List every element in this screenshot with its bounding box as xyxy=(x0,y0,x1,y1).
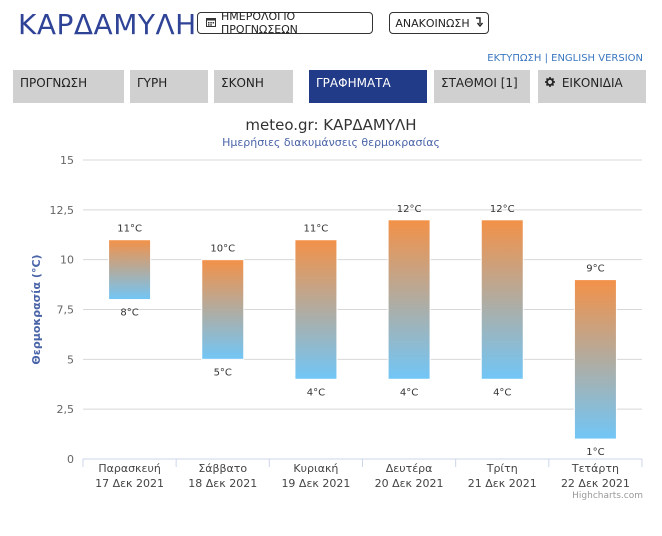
arrow-down-icon xyxy=(475,16,483,30)
high-temp-label: 10°C xyxy=(210,244,235,255)
low-temp-label: 4°C xyxy=(400,387,418,398)
y-axis-title: Θερμοκρασία (°C) xyxy=(30,254,43,364)
x-tick-label: Κυριακή xyxy=(293,462,338,475)
tab-label: ΠΡΟΓΝΩΣΗ xyxy=(20,76,88,90)
low-temp-label: 5°C xyxy=(214,367,232,378)
tab-charts[interactable]: ΓΡΑΦΗΜΑΤΑ xyxy=(309,70,427,103)
announcement-button-label: ΑΝΑΚΟΙΝΩΣΗ xyxy=(395,16,470,30)
tab-label: ΣΤΑΘΜΟΙ [1] xyxy=(441,76,518,90)
chart-title: meteo.gr: ΚΑΡΔΑΜΥΛΗ xyxy=(245,116,416,134)
page-title: ΚΑΡΔΑΜΥΛΗ xyxy=(18,8,197,41)
x-tick-label-date: 17 Δεκ 2021 xyxy=(95,477,164,490)
link-separator: | xyxy=(541,53,552,64)
tab-label: ΓΥΡΗ xyxy=(137,76,168,90)
tab-forecast[interactable]: ΠΡΟΓΝΩΣΗ xyxy=(13,70,124,103)
y-tick-label: 15 xyxy=(60,154,74,167)
x-tick-label-date: 21 Δεκ 2021 xyxy=(468,477,537,490)
calendar-button-label: ΗΜΕΡΟΛΟΓΙΟ ΠΡΟΓΝΩΣΕΩΝ xyxy=(221,10,298,36)
tab-pollen[interactable]: ΓΥΡΗ xyxy=(130,70,208,103)
tab-label: ΓΡΑΦΗΜΑΤΑ xyxy=(316,76,391,90)
temperature-range-bar[interactable] xyxy=(294,239,338,380)
y-tick-label: 5 xyxy=(67,353,74,366)
high-temp-label: 9°C xyxy=(586,264,604,275)
x-tick-label-date: 18 Δεκ 2021 xyxy=(188,477,257,490)
high-temp-label: 12°C xyxy=(490,204,515,215)
calendar-button[interactable]: ΗΜΕΡΟΛΟΓΙΟ ΠΡΟΓΝΩΣΕΩΝ xyxy=(197,10,373,36)
announcement-button[interactable]: ΑΝΑΚΟΙΝΩΣΗ xyxy=(389,12,489,34)
high-temp-label: 12°C xyxy=(397,204,422,215)
calendar-icon xyxy=(206,17,216,30)
x-tick-label: Παρασκευή xyxy=(98,462,161,475)
highcharts-credits[interactable]: Highcharts.com xyxy=(572,491,643,501)
low-temp-label: 8°C xyxy=(120,308,138,319)
x-tick-label-date: 22 Δεκ 2021 xyxy=(561,477,630,490)
top-links: ΕΚΤΥΠΩΣΗ | ENGLISH VERSION xyxy=(487,53,643,64)
x-tick-label-date: 19 Δεκ 2021 xyxy=(281,477,350,490)
tab-icons[interactable]: ΕΙΚΟΝΙΔΙΑ xyxy=(538,70,646,103)
temperature-range-bar[interactable] xyxy=(480,219,524,380)
x-tick-label: Σάββατο xyxy=(198,462,247,475)
temperature-chart: meteo.gr: ΚΑΡΔΑΜΥΛΗ Ημερήσιες διακυμάνσει… xyxy=(30,116,643,490)
y-tick-label: 7,5 xyxy=(57,304,75,317)
temperature-range-bar[interactable] xyxy=(387,219,431,380)
low-temp-label: 4°C xyxy=(307,387,325,398)
low-temp-label: 1°C xyxy=(586,447,604,458)
y-tick-label: 2,5 xyxy=(57,403,75,416)
y-tick-label: 12,5 xyxy=(50,204,75,217)
temperature-range-bar[interactable] xyxy=(201,259,245,360)
english-version-link[interactable]: ENGLISH VERSION xyxy=(551,53,643,64)
tab-stations[interactable]: ΣΤΑΘΜΟΙ [1] xyxy=(434,70,530,103)
high-temp-label: 11°C xyxy=(304,224,329,235)
x-tick-label: Τετάρτη xyxy=(571,462,619,475)
gear-icon xyxy=(545,76,559,90)
chart-subtitle: Ημερήσιες διακυμάνσεις θερμοκρασίας xyxy=(222,136,440,149)
print-link[interactable]: ΕΚΤΥΠΩΣΗ xyxy=(487,53,542,64)
temperature-range-bar[interactable] xyxy=(573,279,617,440)
y-tick-label: 10 xyxy=(60,254,74,267)
tab-label: ΣΚΟΝΗ xyxy=(221,76,264,90)
x-tick-label-date: 20 Δεκ 2021 xyxy=(375,477,444,490)
y-tick-label: 0 xyxy=(67,453,74,466)
tab-label: ΕΙΚΟΝΙΔΙΑ xyxy=(561,76,623,90)
tab-dust[interactable]: ΣΚΟΝΗ xyxy=(214,70,293,103)
high-temp-label: 11°C xyxy=(117,224,142,235)
x-tick-label: Τρίτη xyxy=(486,462,518,475)
x-tick-label: Δευτέρα xyxy=(386,462,433,475)
temperature-range-bar[interactable] xyxy=(108,239,152,301)
low-temp-label: 4°C xyxy=(493,387,511,398)
